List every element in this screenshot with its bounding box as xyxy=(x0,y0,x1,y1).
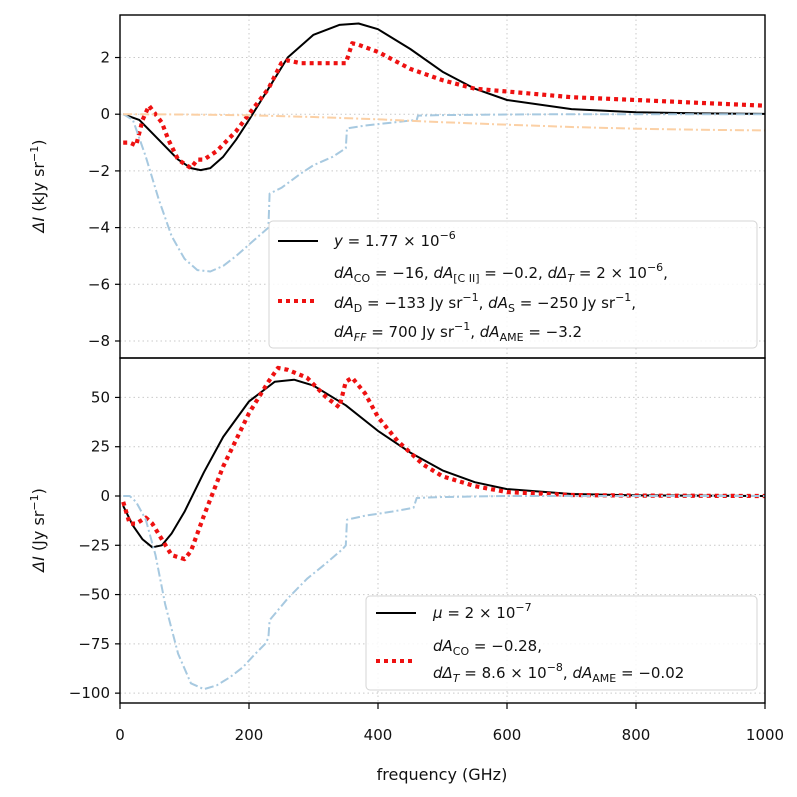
top-grid xyxy=(120,15,765,358)
bottom-y-tick-label: 0 xyxy=(100,487,110,505)
top-legend-entry-2-line-1: dACO = −16, dA[C II] = −0.2, dΔT = 2 × 1… xyxy=(334,261,668,285)
top-legend: y = 1.77 × 10−6 dACO = −16, dA[C II] = −… xyxy=(268,220,758,349)
top-series-dashdot-3 xyxy=(123,113,766,132)
top-series-dotted-1 xyxy=(123,41,766,171)
bottom-y-tick-label: −100 xyxy=(69,684,110,702)
top-y-tick-label: −8 xyxy=(88,332,110,350)
top-legend-box xyxy=(268,220,758,349)
bottom-y-tick-label: −50 xyxy=(78,586,110,604)
bottom-y-axis-label: ΔI (Jy sr−1) xyxy=(28,488,48,574)
x-tick-label: 200 xyxy=(235,726,264,744)
bottom-legend-entry-1: μ = 2 × 10−7 xyxy=(432,601,532,622)
bottom-y-tick-label: 25 xyxy=(91,438,110,456)
top-y-tick-label: 2 xyxy=(100,49,110,67)
top-y-tick-label: −4 xyxy=(88,219,110,237)
bottom-legend-entry-2-line-1: dACO = −0.28, xyxy=(433,637,542,658)
bottom-legend-entry-2-line-2: dΔT = 8.6 × 10−8, dAAME = −0.02 xyxy=(433,661,684,685)
bottom-series xyxy=(121,365,766,691)
x-tick-label: 800 xyxy=(622,726,651,744)
bottom-y-ticks: −100 −75 −50 −25 0 25 50 xyxy=(69,388,120,702)
top-panel: −8 −6 −4 −2 0 2 ΔI (kJy sr−1) y = 1.77 × 10−6… xyxy=(28,14,766,359)
x-tick-label: 1000 xyxy=(746,726,784,744)
bottom-legend: μ = 2 × 10−7 dACO = −0.28, dΔT = 8.6 × 1… xyxy=(365,595,758,691)
bottom-panel: −100 −75 −50 −25 0 25 50 0 200 400 600 800 1000 ΔI … xyxy=(28,357,784,784)
x-axis-label: frequency (GHz) xyxy=(377,765,508,784)
bottom-series-dotted-1 xyxy=(121,365,766,562)
bottom-series-dashdot-2 xyxy=(123,495,765,691)
top-y-tick-label: −2 xyxy=(88,162,110,180)
top-legend-entry-2-line-3: dAFF = 700 Jy sr−1, dAAME = −3.2 xyxy=(334,320,582,344)
top-y-axis-label: ΔI (kJy sr−1) xyxy=(28,140,48,235)
top-legend-entry-2-line-2: dAD = −133 Jy sr−1, dAS = −250 Jy sr−1, xyxy=(334,291,636,315)
top-series-dashdot-2 xyxy=(122,113,765,273)
bottom-series-solid-0 xyxy=(122,378,766,549)
top-y-tick-label: 0 xyxy=(100,105,110,123)
bottom-axes-frame xyxy=(119,357,766,704)
x-ticks: 0 200 400 600 800 1000 xyxy=(115,703,784,744)
bottom-grid xyxy=(120,358,765,703)
x-tick-label: 600 xyxy=(493,726,522,744)
bottom-y-tick-label: −25 xyxy=(78,536,110,554)
x-tick-label: 400 xyxy=(364,726,393,744)
top-series xyxy=(122,22,766,273)
top-y-tick-label: −6 xyxy=(88,275,110,293)
x-tick-label: 0 xyxy=(115,726,125,744)
bottom-y-tick-label: 50 xyxy=(91,388,110,406)
bottom-legend-box xyxy=(365,595,758,691)
bottom-y-tick-label: −75 xyxy=(78,635,110,653)
top-y-ticks: −8 −6 −4 −2 0 2 xyxy=(88,49,120,350)
top-legend-entry-1: y = 1.77 × 10−6 xyxy=(333,229,456,250)
